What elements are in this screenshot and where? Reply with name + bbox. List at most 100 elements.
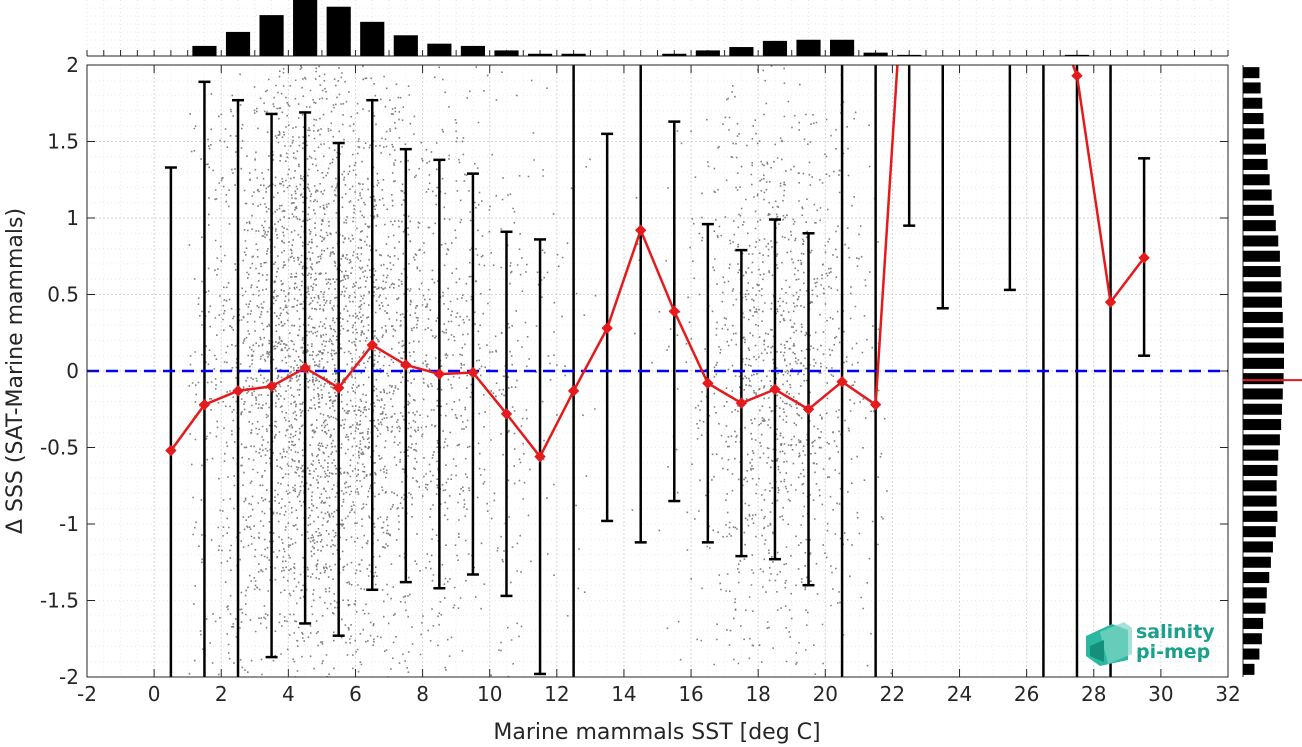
x-tick-label: 14 <box>611 682 636 706</box>
right-hist-bar <box>1243 250 1280 262</box>
top-hist-bar <box>293 0 318 56</box>
right-hist-bar <box>1243 633 1262 645</box>
right-hist-bar <box>1243 220 1276 232</box>
top-hist-bar <box>863 52 888 56</box>
mean-point-marker <box>500 408 513 420</box>
right-hist-bar <box>1243 449 1279 461</box>
mean-point-marker <box>668 305 680 318</box>
x-tick-label: 26 <box>1014 682 1039 706</box>
mean-point-marker <box>165 444 177 457</box>
x-tick-label: 16 <box>678 682 703 706</box>
right-hist-bar <box>1243 419 1282 431</box>
right-hist-bar <box>1243 602 1266 614</box>
right-hist-bar <box>1243 266 1281 278</box>
y-tick-label: -1.5 <box>40 589 79 613</box>
y-tick-label: 1 <box>66 206 79 230</box>
mean-point-marker <box>635 224 647 236</box>
right-hist-bar <box>1243 403 1282 415</box>
mean-point-marker <box>299 362 311 374</box>
mean-point-marker <box>601 322 613 334</box>
mean-point-marker <box>1104 296 1117 308</box>
right-hist-bar <box>1243 204 1274 216</box>
y-tick-label: 0.5 <box>47 283 79 307</box>
top-histogram <box>86 0 1229 57</box>
y-tick-label: 2 <box>66 53 79 77</box>
top-hist-bar <box>326 6 351 56</box>
right-hist-bar <box>1243 296 1282 308</box>
top-hist-bar <box>561 53 586 56</box>
x-tick-label: 30 <box>1148 682 1173 706</box>
right-hist-bar <box>1243 311 1283 323</box>
y-tick-label: -0.5 <box>40 436 79 460</box>
right-hist-bar <box>1243 464 1278 476</box>
mean-point-marker <box>802 403 815 415</box>
y-axis-label: Δ SSS (SAT-Marine mammals) <box>3 208 28 534</box>
top-hist-bar <box>695 50 720 56</box>
top-hist-bar <box>762 40 788 56</box>
top-hist-bar <box>729 47 754 56</box>
right-hist-bar <box>1243 480 1277 492</box>
mean-line-segment <box>1071 65 1146 306</box>
errorbar <box>232 98 245 677</box>
right-hist-bar <box>1243 495 1277 507</box>
mean-point-marker <box>1138 252 1150 264</box>
right-hist-bar <box>1243 556 1271 568</box>
y-tick-label: 1.5 <box>47 130 79 154</box>
errorbar <box>903 65 916 227</box>
top-hist-bar <box>460 45 486 56</box>
right-hist-bar <box>1243 281 1282 293</box>
right-hist-bar <box>1243 174 1270 186</box>
errorbar <box>198 80 211 677</box>
right-hist-bar <box>1243 526 1276 538</box>
right-hist-bar <box>1243 617 1264 629</box>
mean-point-marker <box>366 339 378 351</box>
errorbar <box>1003 65 1016 292</box>
x-tick-label: 8 <box>416 682 429 706</box>
logo-mark-icon <box>1086 622 1132 666</box>
mean-point-marker <box>232 385 244 397</box>
mean-point-marker <box>735 397 748 409</box>
right-hist-bar <box>1243 663 1255 675</box>
top-hist-bar <box>360 21 385 56</box>
right-hist-bar <box>1243 648 1260 660</box>
x-tick-label: 10 <box>477 682 502 706</box>
mean-point-marker <box>400 359 412 371</box>
right-hist-bar <box>1243 342 1284 354</box>
mean-series <box>165 65 1150 463</box>
axes: -2 0 2 4 6 8 10 12 14 16 18 20 22 24 26 28 30 32-2-1.5-1-… <box>40 53 1241 706</box>
right-hist-bar <box>1243 143 1266 155</box>
top-hist-bar <box>662 53 687 56</box>
mean-point-marker <box>467 366 479 379</box>
right-hist-bar <box>1243 357 1284 369</box>
x-tick-label: -2 <box>77 682 97 706</box>
right-hist-bar <box>1243 113 1264 125</box>
salinity-pimep-logo: salinity pi-mep <box>1086 621 1215 666</box>
x-tick-label: 20 <box>813 682 838 706</box>
top-hist-bar <box>829 39 855 56</box>
top-hist-bar <box>427 43 452 56</box>
top-hist-bar <box>494 50 519 56</box>
top-hist-bar <box>259 15 284 57</box>
mean-point-marker <box>332 382 345 394</box>
right-hist-bar <box>1243 434 1280 446</box>
right-hist-bar <box>1243 67 1260 79</box>
right-hist-bar <box>1243 158 1268 170</box>
x-tick-label: 12 <box>544 682 569 706</box>
top-hist-bar <box>1064 54 1090 56</box>
right-hist-bar <box>1243 189 1272 201</box>
right-hist-bar <box>1243 541 1273 553</box>
logo-line1: salinity <box>1136 621 1215 643</box>
mean-point-marker <box>433 368 446 380</box>
mean-point-marker <box>702 377 714 389</box>
right-hist-bar <box>1243 128 1265 140</box>
mean-point-marker <box>869 398 882 411</box>
right-hist-bar <box>1243 373 1284 385</box>
right-hist-bar <box>1243 510 1278 522</box>
right-hist-bar <box>1243 82 1261 94</box>
mean-point-marker <box>567 385 580 397</box>
top-hist-bar <box>225 31 251 56</box>
errorbar <box>164 166 177 677</box>
x-tick-label: 18 <box>745 682 770 706</box>
top-hist-bar <box>393 35 418 56</box>
